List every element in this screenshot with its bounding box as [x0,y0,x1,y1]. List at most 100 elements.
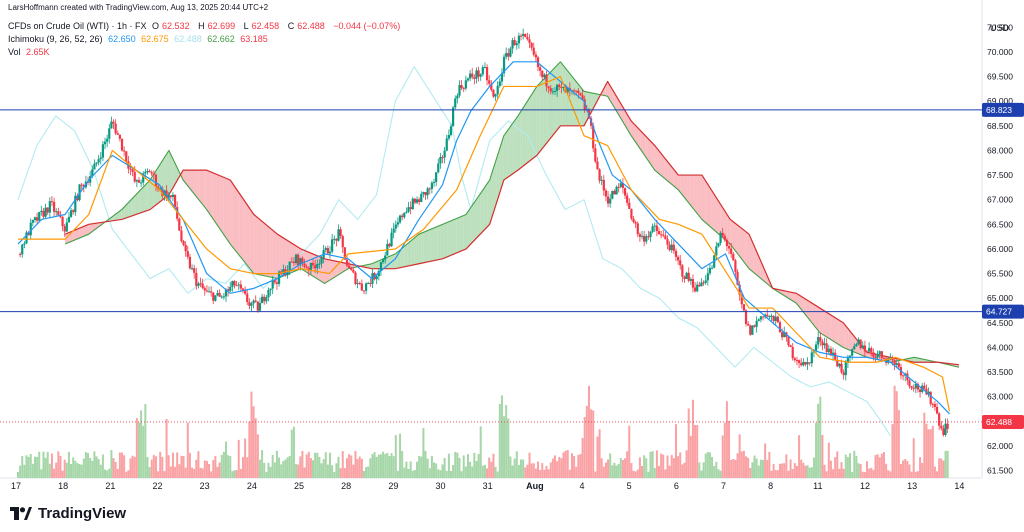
kijun-sen-line [18,75,951,412]
candle-up [367,282,370,284]
candle-up [757,319,760,321]
cloud-segment-bearish [227,179,231,245]
volume-bar [919,457,922,478]
volume-bar [494,466,497,478]
volume-bar [84,452,87,478]
volume-bar [152,455,155,478]
candle-down [248,302,251,306]
candle-up [443,150,446,158]
volume-bar [827,442,830,478]
cloud-segment-bullish [131,197,134,217]
candle-down [462,88,465,90]
candle-up [710,267,714,269]
open-label: O [152,21,160,31]
candle-down [19,253,22,255]
y-tick-label: 67.000 [987,195,1013,205]
candle-up [479,74,482,77]
cloud-segment-bearish [645,135,648,160]
cloud-segment-bullish [579,85,582,126]
candle-down [660,234,663,236]
volume-title[interactable]: Vol [8,47,21,57]
cloud-segment-bullish [402,246,405,268]
candle-down [72,210,75,213]
candle-down [749,325,752,335]
candle-down [339,229,342,237]
volume-bar [220,454,223,478]
candle-down [345,259,349,266]
candle-up [207,291,211,293]
cloud-segment-bearish [808,300,811,321]
candle-up [231,281,234,287]
candle-up [653,225,656,227]
cloud-segment-bullish [560,61,563,126]
cloud-segment-bullish [506,129,509,179]
cloud-segment-bearish [194,170,198,198]
volume-bar [303,467,306,478]
cloud-segment-bearish [602,85,606,96]
candle-up [167,195,170,199]
candle-down [740,294,743,305]
volume-bar [636,469,639,478]
volume-bar [668,465,671,478]
ichimoku-title[interactable]: Ichimoku (9, 26, 52, 26) [8,34,103,44]
volume-bar [902,460,905,478]
cloud-segment-bearish [91,223,94,233]
tradingview-logo[interactable]: TradingView [10,505,126,522]
volume-bar [420,456,423,478]
volume-bar [908,464,911,478]
cloud-segment-bearish [652,143,655,171]
candle-down [787,337,790,346]
cloud-segment-bullish [555,64,559,132]
volume-bar [82,458,85,478]
candle-up [93,163,96,170]
cloud-segment-bearish [791,292,794,302]
cloud-segment-bearish [216,174,219,227]
cloud-segment-bearish [209,171,212,217]
horizontal-level-badge [982,102,1024,117]
symbol-title[interactable]: CFDs on Crude Oil (WTI) · 1h · FX [8,21,147,31]
candle-down [519,35,523,37]
cloud-segment-bearish [76,228,80,240]
volume-bar [295,464,298,478]
candle-up [411,198,414,210]
candle-down [596,161,599,170]
volume-bar [422,428,425,478]
cloud-segment-bearish [687,175,691,205]
candle-up [106,138,109,142]
candle-down [116,133,119,135]
candle-down [305,266,308,268]
candle-down [477,70,480,77]
candle-down [152,173,155,175]
candle-down [409,207,412,210]
candle-down [935,406,939,414]
ichimoku-cloud [65,61,959,368]
cloud-segment-bearish [701,175,705,222]
cloud-segment-bearish [810,302,813,324]
cloud-segment-bearish [742,228,745,263]
candle-down [123,150,126,152]
candle-down [736,271,739,285]
y-tick-label: 63.000 [987,392,1013,402]
volume-bar [795,465,798,478]
volume-bar [853,450,856,478]
volume-bar [568,469,571,478]
candle-up [390,232,393,247]
volume-bar [458,457,461,478]
cloud-segment-bearish [831,315,834,342]
volume-bar [280,464,283,478]
candle-up [267,290,270,298]
volume-bar [823,464,826,478]
cloud-segment-bullish [440,224,443,260]
volume-bar [638,457,641,478]
senkou-span-a-line [64,61,960,368]
volume-bar [165,418,168,478]
volume-bar [292,426,295,478]
cloud-segment-bearish [190,170,193,192]
cloud-segment-bullish [459,216,462,252]
candle-up [522,33,525,37]
candle-down [133,171,136,182]
cloud-segment-bullish [916,357,919,363]
candle-up [430,182,433,189]
cloud-segment-bearish [334,260,337,278]
